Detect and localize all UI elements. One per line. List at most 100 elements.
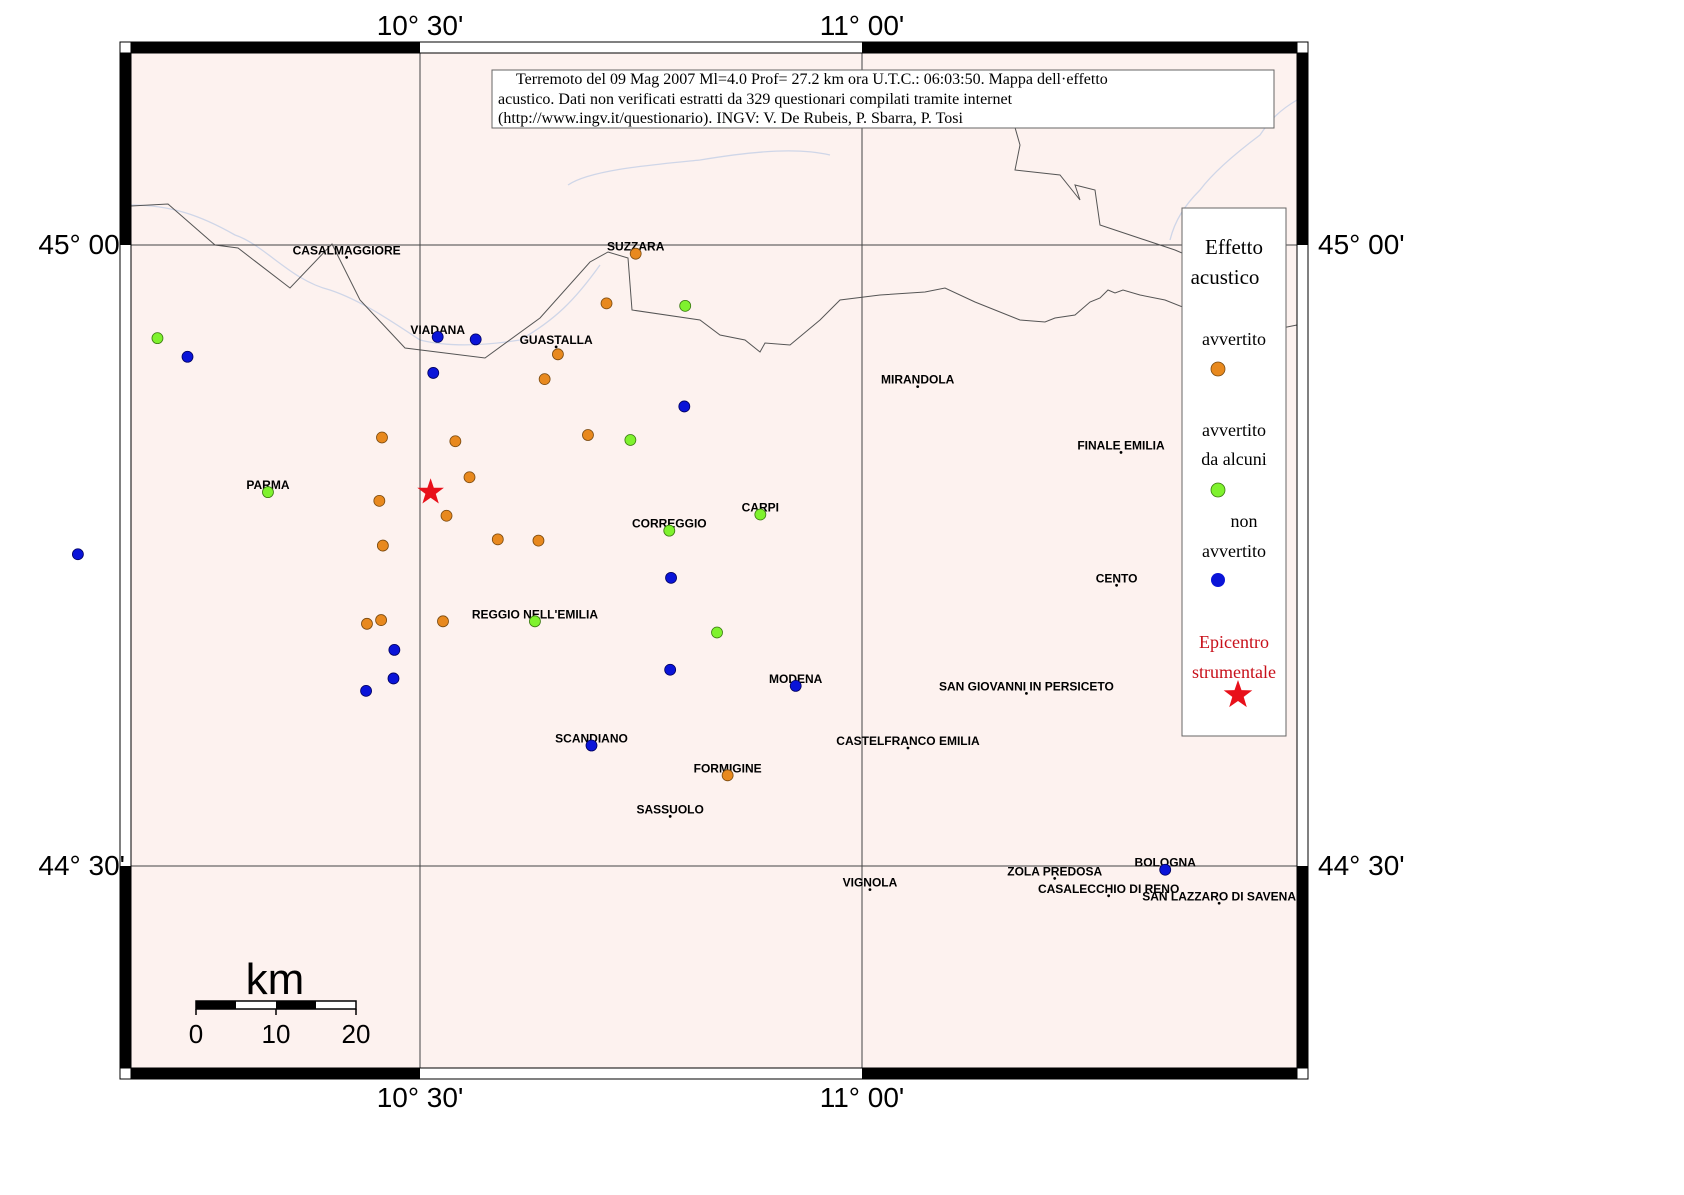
regional-border-north: [1009, 109, 1211, 266]
obs-avvertito-da-alcuni: [151, 332, 164, 345]
lat-label-left: 44° 30': [38, 850, 125, 881]
obs-avvertito: [373, 494, 386, 507]
obs-non-avvertito: [71, 548, 84, 561]
town: MIRANDOLA: [881, 373, 955, 388]
scale-tick-label: 0: [189, 1019, 203, 1049]
town-label: SAN GIOVANNI IN PERSICETO: [939, 679, 1114, 693]
obs-non-avvertito: [665, 571, 677, 584]
obs-avvertito: [449, 435, 462, 448]
town-label: BOLOGNA: [1135, 856, 1197, 870]
obs-non-avvertito: [431, 331, 444, 343]
frame-segment: [120, 866, 131, 1068]
legend-label-epicentro-1: Epicentro: [1199, 632, 1269, 652]
frame-outer: [119, 41, 1309, 1080]
scale-unit-label: km: [246, 955, 305, 1004]
town-label: SASSUOLO: [637, 802, 704, 816]
title-box: Terremoto del 09 Mag 2007 Ml=4.0 Prof= 2…: [491, 69, 1275, 129]
town-label: PARMA: [246, 478, 289, 492]
town-label: MODENA: [769, 672, 823, 686]
frame-segment: [862, 42, 1297, 53]
town-marker: [1115, 583, 1118, 587]
town-label: REGGIO NELL'EMILIA: [472, 607, 599, 621]
frame-inner: [130, 52, 1298, 1069]
town-label: SCANDIANO: [555, 732, 628, 746]
obs-avvertito: [463, 471, 476, 484]
obs-avvertito: [376, 431, 388, 444]
title-line-1: Terremoto del 09 Mag 2007 Ml=4.0 Prof= 2…: [516, 71, 1108, 88]
legend: Effetto acustico avvertito avvertito da …: [1181, 207, 1287, 737]
town-label: VIADANA: [410, 323, 465, 337]
town: CENTO: [1096, 571, 1138, 587]
town: FINALE EMILIA: [1077, 438, 1165, 454]
obs-non-avvertito: [469, 333, 482, 346]
town-label: CASALECCHIO DI RENO: [1038, 882, 1179, 896]
town-marker: [906, 746, 910, 750]
town-label: VIGNOLA: [843, 876, 898, 890]
legend-swatch-non-avvertito: [1211, 573, 1225, 587]
obs-non-avvertito: [387, 672, 400, 685]
lat-label-right: 44° 30': [1318, 850, 1405, 881]
town: SAN GIOVANNI IN PERSICETO: [939, 679, 1114, 695]
title-line-2: acustico. Dati non verificati estratti d…: [498, 91, 1013, 108]
town-label: MIRANDOLA: [881, 373, 955, 387]
regional-border: [130, 203, 1298, 359]
obs-non-avvertito: [585, 739, 598, 752]
graticule: [131, 53, 1297, 1068]
scale-bar: km 0 10 20: [189, 955, 371, 1049]
town-marker: [1025, 691, 1028, 695]
lat-label-left: 45° 00': [38, 229, 125, 260]
town-label: CORREGGIO: [632, 517, 707, 531]
frame-segment: [1297, 866, 1308, 1068]
town-label: CARPI: [742, 501, 779, 515]
scale-tick-label: 10: [262, 1019, 291, 1049]
legend-title-2: acustico: [1191, 265, 1260, 289]
obs-non-avvertito: [181, 350, 194, 363]
town-label: CENTO: [1096, 571, 1138, 585]
obs-avvertito-da-alcuni: [529, 615, 541, 628]
obs-avvertito-da-alcuni: [624, 434, 637, 446]
land-area: [131, 53, 1297, 1068]
town: CASALMAGGIORE: [293, 243, 401, 259]
legend-label-alcuni-1: avvertito: [1202, 420, 1266, 440]
observation-layer: [71, 247, 1172, 876]
town-label: SAN LAZZARO DI SAVENA: [1142, 889, 1296, 903]
town-label: GUASTALLA: [520, 333, 593, 347]
obs-avvertito: [376, 539, 389, 552]
town-layer: CASALMAGGIORE SUZZARA VIADANA GUASTALLA MIRA…: [246, 240, 1296, 905]
frame-segment: [131, 42, 420, 53]
obs-non-avvertito: [1159, 863, 1172, 876]
obs-non-avvertito: [678, 400, 691, 413]
scale-bar-segment: [276, 1001, 316, 1009]
obs-avvertito: [552, 348, 564, 361]
legend-swatch-avvertito-da-alcuni: [1210, 482, 1226, 498]
obs-non-avvertito: [360, 684, 372, 697]
obs-non-avvertito: [664, 663, 677, 676]
town-marker: [916, 385, 920, 388]
town-marker: [668, 814, 672, 818]
town: SAN LAZZARO DI SAVENA: [1142, 889, 1296, 905]
town-label: FINALE EMILIA: [1077, 438, 1165, 452]
legend-label-alcuni-2: da alcuni: [1201, 449, 1266, 469]
town: SASSUOLO: [637, 802, 704, 818]
obs-avvertito: [629, 247, 642, 260]
frame-corner: [1296, 41, 1309, 54]
town-label: FORMIGINE: [694, 761, 762, 775]
lon-label-top: 11° 00': [820, 10, 905, 41]
legend-swatch-epicentro: [1223, 680, 1253, 708]
town: VIGNOLA: [843, 876, 898, 891]
map-frame: [119, 41, 1309, 1080]
town-marker: [345, 256, 349, 259]
town-marker: [554, 345, 558, 349]
town-label: CASALMAGGIORE: [293, 243, 401, 257]
legend-label-epicentro-2: strumentale: [1192, 662, 1276, 682]
lon-label-bottom: 11° 00': [820, 1082, 905, 1113]
legend-label-non-1: non: [1231, 511, 1258, 531]
frame-segment: [1297, 53, 1308, 245]
town-label: SUZZARA: [607, 240, 665, 254]
town-label: ZOLA PREDOSA: [1007, 864, 1102, 878]
scale-bar-segment: [196, 1001, 236, 1009]
legend-label-avvertito: avvertito: [1202, 329, 1266, 349]
frame-segment: [862, 1068, 1297, 1079]
